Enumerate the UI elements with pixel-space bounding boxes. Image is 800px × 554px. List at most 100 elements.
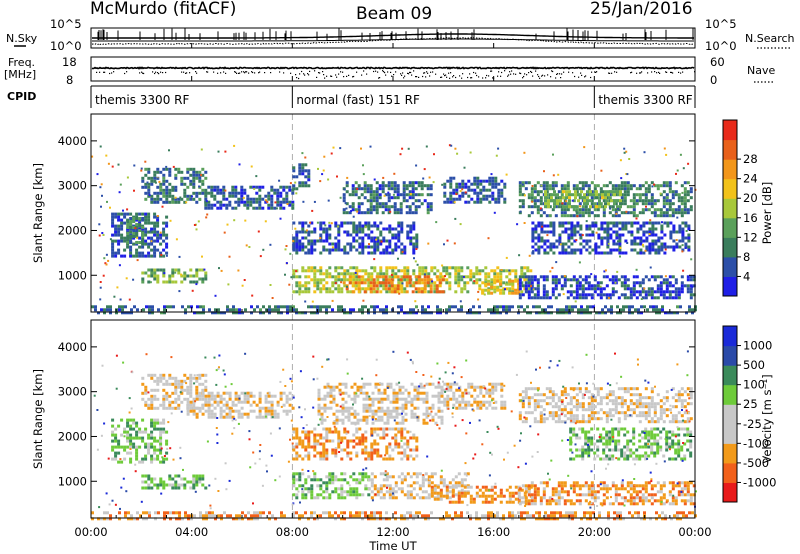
range-gate-cell	[147, 185, 151, 189]
range-gate-cell	[331, 242, 335, 246]
range-gate-cell	[346, 230, 350, 234]
range-gate-cell	[258, 203, 262, 207]
range-gate-cell	[639, 236, 643, 240]
range-gate-cell	[366, 211, 370, 215]
range-gate-cell	[552, 245, 556, 249]
range-gate-cell	[298, 239, 302, 243]
range-gate-cell	[334, 427, 338, 431]
range-gate-cell	[195, 477, 199, 481]
range-gate-cell	[550, 311, 553, 315]
range-gate-cell	[313, 475, 317, 479]
range-gate-cell	[623, 196, 627, 200]
range-gate-cell	[120, 212, 124, 216]
nave-dot	[385, 74, 387, 76]
range-gate-cell	[665, 199, 669, 203]
range-gate-cell	[411, 184, 415, 188]
range-gate-cell	[423, 199, 427, 203]
range-gate-cell	[132, 442, 136, 446]
cpid-strip: CPID themis 3300 RF normal (fast) 151 RF t…	[7, 85, 696, 518]
range-gate-cell	[204, 271, 208, 275]
range-gate-cell	[381, 205, 385, 209]
scatter-cell	[144, 160, 147, 163]
range-gate-cell	[204, 397, 208, 401]
range-gate-cell	[355, 278, 359, 282]
range-gate-cell	[319, 233, 323, 237]
range-gate-cell	[405, 199, 409, 203]
range-gate-cell	[669, 236, 673, 240]
range-gate-cell	[650, 290, 654, 294]
range-gate-cell	[657, 236, 661, 240]
range-gate-cell	[268, 308, 271, 312]
range-gate-cell	[400, 221, 404, 225]
range-gate-cell	[126, 424, 130, 428]
range-gate-cell	[388, 266, 392, 270]
range-gate-cell	[180, 170, 184, 174]
range-gate-cell	[150, 430, 154, 434]
range-gate-cell	[276, 200, 280, 204]
range-gate-cell	[376, 227, 380, 231]
range-gate-cell	[159, 236, 163, 240]
range-gate-cell	[156, 457, 160, 461]
scatter-cell	[203, 268, 206, 271]
range-gate-cell	[683, 199, 687, 203]
range-gate-cell	[554, 205, 558, 209]
nave-dot	[519, 72, 521, 74]
scatter-cell	[132, 278, 135, 281]
nave-dot	[441, 76, 443, 78]
range-gate-cell	[469, 485, 473, 489]
range-gate-cell	[372, 190, 376, 194]
range-gate-cell	[261, 185, 265, 189]
range-gate-cell	[234, 403, 238, 407]
range-gate-cell	[228, 203, 232, 207]
range-gate-cell	[334, 275, 338, 279]
range-gate-cell	[319, 493, 323, 497]
range-gate-cell	[409, 224, 413, 228]
range-gate-cell	[632, 275, 636, 279]
scatter-cell	[118, 191, 121, 194]
nave-dot	[299, 73, 301, 75]
scatter-cell	[100, 183, 103, 186]
range-gate-cell	[313, 278, 317, 282]
range-gate-cell	[192, 477, 196, 481]
range-gate-cell	[667, 311, 670, 315]
nave-dot	[411, 74, 413, 76]
range-gate-cell	[147, 474, 151, 478]
range-gate-cell	[369, 193, 373, 197]
range-gate-cell	[397, 445, 401, 449]
scatter-cell	[319, 237, 322, 240]
range-gate-cell	[249, 185, 253, 189]
range-gate-cell	[304, 245, 308, 249]
range-gate-cell	[394, 436, 398, 440]
range-gate-cell	[162, 254, 166, 258]
range-gate-cell	[162, 227, 166, 231]
range-gate-cell	[363, 290, 367, 294]
range-gate-cell	[277, 308, 280, 312]
range-gate-cell	[147, 274, 151, 278]
range-gate-cell	[270, 394, 274, 398]
scatter-cell	[323, 155, 326, 158]
range-gate-cell	[659, 184, 663, 188]
range-gate-cell	[382, 493, 386, 497]
range-gate-cell	[689, 278, 693, 282]
range-gate-cell	[524, 287, 528, 291]
scatter-cell	[389, 280, 392, 282]
range-gate-cell	[678, 224, 682, 228]
range-gate-cell	[433, 484, 437, 488]
range-gate-cell	[554, 214, 558, 218]
range-gate-cell	[360, 193, 364, 197]
nave-dot	[445, 74, 447, 76]
scatter-cell	[330, 222, 333, 225]
range-gate-cell	[600, 251, 604, 255]
range-gate-cell	[210, 203, 214, 207]
range-gate-cell	[615, 221, 619, 225]
range-gate-cell	[358, 472, 362, 476]
range-gate-cell	[159, 439, 163, 443]
range-gate-cell	[633, 239, 637, 243]
range-gate-cell	[689, 205, 693, 209]
range-gate-cell	[584, 293, 588, 297]
range-gate-cell	[123, 248, 127, 252]
range-gate-cell	[346, 242, 350, 246]
nave-dot	[497, 75, 499, 77]
range-gate-cell	[638, 196, 642, 200]
range-gate-cell	[390, 205, 394, 209]
